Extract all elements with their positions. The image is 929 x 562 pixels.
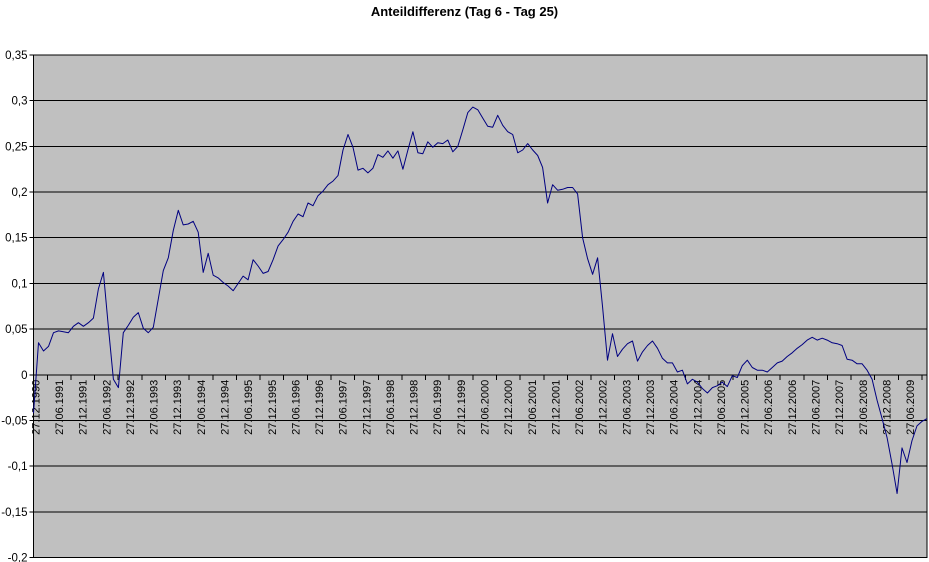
x-axis-label: 27.06.2005 [716,380,728,435]
x-axis-label: 27.12.2004 [692,380,704,435]
y-axis-label: 0,3 [12,96,28,108]
x-axis-label: 27.12.1999 [456,380,468,435]
x-axis-label: 27.06.2008 [858,380,870,435]
y-axis-label: -0,1 [8,461,28,473]
x-axis-label: 27.06.2003 [621,380,633,435]
x-axis-label: 27.06.1994 [196,380,208,435]
x-axis-label: 27.06.1997 [338,380,350,435]
y-axis-label: 0 [21,370,27,382]
x-axis-label: 27.06.1991 [54,380,66,435]
x-axis-label: 27.06.1992 [101,380,113,435]
x-axis-label: 27.06.2000 [480,380,492,435]
x-axis-label: 27.12.1994 [219,380,231,435]
y-axis-label: -0,05 [1,415,27,427]
x-axis-label: 27.12.2005 [740,380,752,435]
x-axis-label: 27.12.2007 [834,380,846,435]
x-axis-label: 27.12.1996 [314,380,326,435]
x-axis-label: 27.12.2001 [550,380,562,435]
x-axis-label: 27.12.2003 [645,380,657,435]
x-axis-label: 27.12.1992 [125,380,137,435]
data-series-line [33,106,928,494]
y-axis-label: 0,2 [12,187,28,199]
chart-title: Anteildifferenz (Tag 6 - Tag 25) [370,4,559,19]
x-axis-label: 27.06.2007 [810,380,822,435]
y-axis-label: 0,05 [5,324,27,336]
plot-area [33,55,927,558]
y-axis-label: 0,15 [5,233,27,245]
y-axis-label: -0,2 [8,553,28,562]
x-axis-label: 27.12.2002 [598,380,610,435]
x-axis-label: 27.12.1991 [78,380,90,435]
x-axis-label: 27.06.2002 [574,380,586,435]
x-axis-label: 27.12.2000 [503,380,515,435]
x-axis-label: 27.12.1993 [172,380,184,435]
x-axis-label: 27.06.1998 [385,380,397,435]
x-axis-label: 27.06.1999 [432,380,444,435]
x-axis-label: 27.06.1995 [243,380,255,435]
y-axis-label: -0,15 [1,507,27,519]
x-axis-label: 27.06.1996 [290,380,302,435]
x-axis-label: 27.06.2006 [763,380,775,435]
x-axis-label: 27.12.2006 [787,380,799,435]
x-axis-label: 27.06.2009 [905,380,917,435]
plot-border [33,54,928,558]
x-axis-label: 27.12.1997 [361,380,373,435]
y-axis-label: 0,35 [5,50,27,62]
x-axis-label: 27.06.2001 [527,380,539,435]
x-axis-label: 27.12.1995 [267,380,279,435]
x-axis-label: 27.12.1998 [409,380,421,435]
y-axis-label: 0,1 [12,278,28,290]
x-axis-label: 27.06.2004 [669,380,681,435]
x-axis-label: 27.12.1990 [30,380,42,435]
x-axis-label: 27.12.2008 [881,380,893,435]
x-axis-label: 27.06.1993 [149,380,161,435]
y-axis-label: 0,25 [5,141,27,153]
